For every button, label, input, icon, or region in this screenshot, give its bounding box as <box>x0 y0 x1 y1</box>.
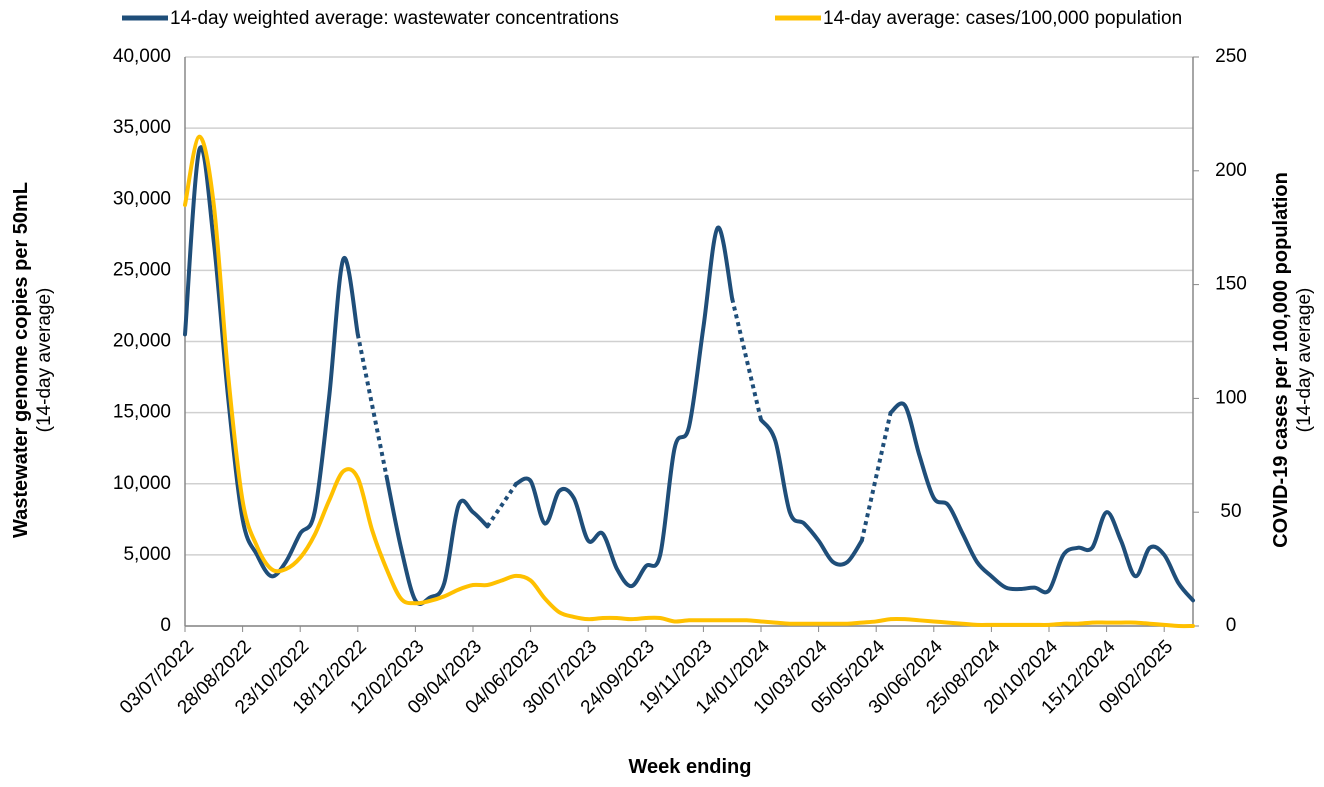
series-line <box>759 417 864 567</box>
y-axis-title: Wastewater genome copies per 50mL <box>10 182 32 538</box>
x-axis-title: Week ending <box>629 756 752 778</box>
series-line <box>888 401 1195 603</box>
legend-label: 14-day average: cases/100,000 population <box>823 8 1182 29</box>
y-tick-label: 30,000 <box>113 188 171 209</box>
y2-tick-label: 0 <box>1226 615 1237 636</box>
gap-bridge <box>485 482 518 528</box>
gap-bridge <box>730 298 763 421</box>
gap-bridge <box>355 333 389 478</box>
y2-tick-label: 250 <box>1215 46 1247 67</box>
y-tick-label: 40,000 <box>113 46 171 67</box>
y-tick-label: 5,000 <box>123 544 171 565</box>
y-tick-label: 25,000 <box>113 259 171 280</box>
y-tick-label: 35,000 <box>113 117 171 138</box>
y2-tick-label: 200 <box>1215 160 1247 181</box>
y-axis-subtitle: (14-day average) <box>34 288 55 433</box>
y2-tick-label: 100 <box>1215 387 1247 408</box>
y-tick-label: 10,000 <box>113 473 171 494</box>
series-line <box>384 474 490 606</box>
y-tick-label: 0 <box>160 615 171 636</box>
series-line <box>183 145 360 579</box>
y2-tick-label: 150 <box>1215 274 1247 295</box>
y2-axis-title: COVID-19 cases per 100,000 population <box>1270 172 1292 548</box>
series-line <box>514 225 735 589</box>
y-tick-label: 15,000 <box>113 402 171 423</box>
series-line <box>183 134 1195 629</box>
legend-label: 14-day weighted average: wastewater conc… <box>170 8 619 29</box>
y-tick-label: 20,000 <box>113 331 171 352</box>
y2-axis-subtitle: (14-day average) <box>1294 288 1315 433</box>
gap-bridge <box>859 412 893 542</box>
y2-tick-label: 50 <box>1220 501 1241 522</box>
